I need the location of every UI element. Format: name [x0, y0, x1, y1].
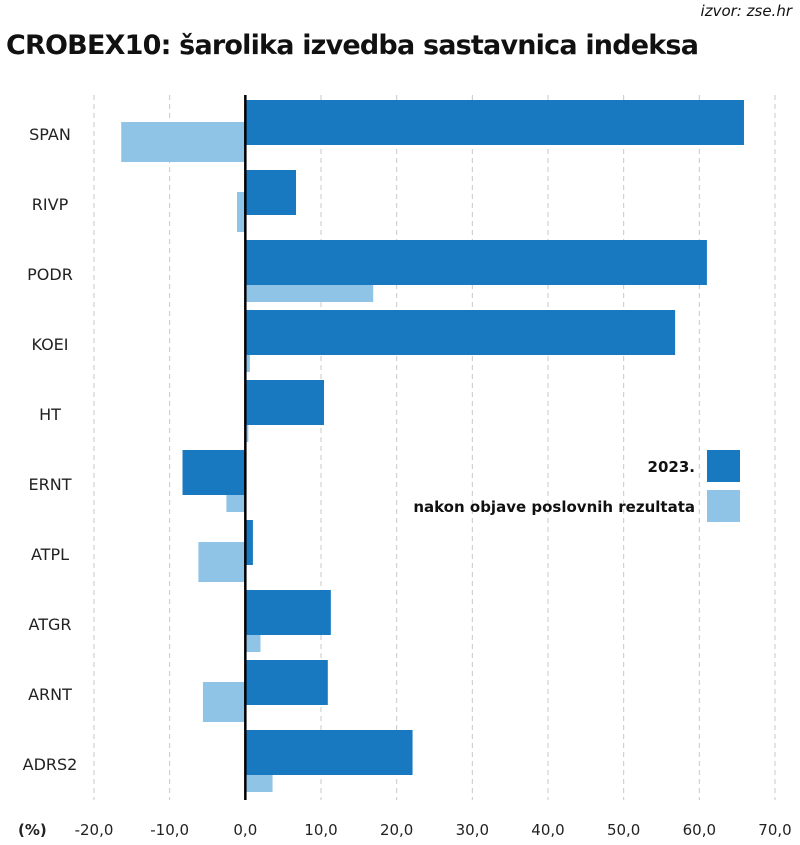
bar-rivp-after-results: [237, 192, 246, 232]
bar-atpl-after-results: [198, 542, 246, 582]
bar-adrs2-2023: [245, 730, 413, 775]
category-label: PODR: [27, 265, 73, 284]
legend-swatch: [707, 450, 740, 482]
category-label: ATGR: [29, 615, 72, 634]
x-tick-label: 70,0: [758, 821, 791, 839]
x-tick-label: 10,0: [304, 821, 337, 839]
bar-ht-2023: [245, 380, 325, 425]
bar-span-after-results: [121, 122, 246, 162]
category-label: SPAN: [29, 125, 71, 144]
x-tick-label: -10,0: [150, 821, 189, 839]
legend-label: nakon objave poslovnih rezultata: [413, 498, 695, 516]
bar-koei-2023: [245, 310, 676, 355]
legend-swatch: [707, 490, 740, 522]
category-label: ATPL: [31, 545, 69, 564]
bar-podr-2023: [245, 240, 707, 285]
source-note: izvor: zse.hr: [700, 2, 792, 20]
x-axis-label: (%): [18, 821, 47, 839]
x-tick-label: 60,0: [683, 821, 716, 839]
bar-rivp-2023: [245, 170, 297, 215]
bar-span-2023: [245, 100, 744, 145]
category-label: RIVP: [32, 195, 69, 214]
x-tick-label: 40,0: [531, 821, 564, 839]
bar-ernt-2023: [182, 450, 246, 495]
x-tick-label: 30,0: [456, 821, 489, 839]
bar-arnt-2023: [245, 660, 328, 705]
x-tick-label: 0,0: [233, 821, 257, 839]
x-tick-label: 20,0: [380, 821, 413, 839]
x-tick-label: -20,0: [75, 821, 114, 839]
category-label: ERNT: [29, 475, 72, 494]
legend-label: 2023.: [648, 458, 695, 476]
bar-atgr-2023: [245, 590, 331, 635]
bar-atpl-2023: [245, 520, 253, 565]
category-label: KOEI: [31, 335, 68, 354]
category-label: HT: [39, 405, 61, 424]
bar-arnt-after-results: [202, 682, 246, 722]
category-label: ADRS2: [23, 755, 78, 774]
chart-title: CROBEX10: šarolika izvedba sastavnica in…: [6, 30, 699, 61]
x-tick-label: 50,0: [607, 821, 640, 839]
category-label: ARNT: [28, 685, 72, 704]
